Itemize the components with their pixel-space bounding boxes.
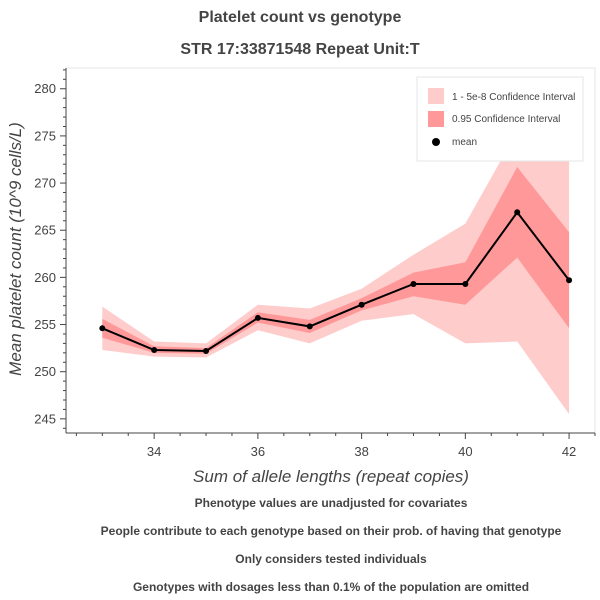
mean-point [306, 323, 313, 330]
legend-swatch-outer-band [428, 88, 444, 104]
y-tick-label: 270 [34, 176, 56, 191]
y-axis-label: Mean platelet count (10^9 cells/L) [6, 122, 25, 376]
legend-label-mean: mean [452, 137, 477, 148]
legend-label-outer-band: 1 - 5e-8 Confidence Interval [452, 92, 575, 103]
x-axis: 34 36 38 40 42 [66, 432, 596, 459]
mean-point [203, 347, 210, 354]
footnote-tested-individuals: Only considers tested individuals [235, 552, 427, 566]
chart-subtitle: STR 17:33871548 Repeat Unit:T [180, 41, 420, 58]
mean-line-layer [101, 210, 570, 352]
x-tick-label: 36 [251, 444, 265, 459]
mean-point [151, 347, 158, 354]
mean-point [99, 325, 106, 332]
legend-marker-mean [432, 138, 440, 146]
y-axis: 245 250 255 260 265 270 275 280 [34, 68, 67, 433]
chart-canvas: 34 36 38 40 42 245 250 255 260 265 270 275 280 Sum … [6, 67, 596, 486]
mean-point [566, 277, 573, 284]
mean-point [410, 280, 417, 287]
chart-title: Platelet count vs genotype [198, 9, 402, 26]
mean-points [99, 209, 573, 354]
mean-point [358, 301, 365, 308]
x-axis-label: Sum of allele lengths (repeat copies) [193, 467, 469, 486]
legend-box [416, 76, 584, 162]
x-tick-label: 34 [147, 444, 161, 459]
legend: 1 - 5e-8 Confidence Interval 0.95 Confid… [416, 76, 584, 162]
y-tick-label: 260 [34, 270, 56, 285]
legend-swatch-inner-band [428, 111, 444, 127]
mean-point [254, 314, 261, 321]
footnote-unadjusted: Phenotype values are unadjusted for cova… [194, 496, 468, 510]
footnote-dosage-threshold: Genotypes with dosages less than 0.1% of… [132, 580, 530, 594]
mean-line [101, 210, 570, 352]
y-tick-label: 255 [34, 317, 56, 332]
x-tick-label: 42 [562, 444, 576, 459]
confidence-bands [102, 131, 570, 415]
y-tick-label: 280 [34, 81, 56, 96]
footnote-genotype-probability: People contribute to each genotype based… [100, 524, 562, 538]
mean-point [514, 209, 521, 216]
y-tick-label: 245 [34, 411, 56, 426]
x-tick-label: 40 [458, 444, 472, 459]
y-tick-label: 250 [34, 364, 56, 379]
y-tick-label: 275 [34, 128, 56, 143]
mean-point [462, 280, 469, 287]
x-tick-label: 38 [354, 444, 368, 459]
y-tick-label: 265 [34, 223, 56, 238]
legend-label-inner-band: 0.95 Confidence Interval [452, 114, 560, 125]
